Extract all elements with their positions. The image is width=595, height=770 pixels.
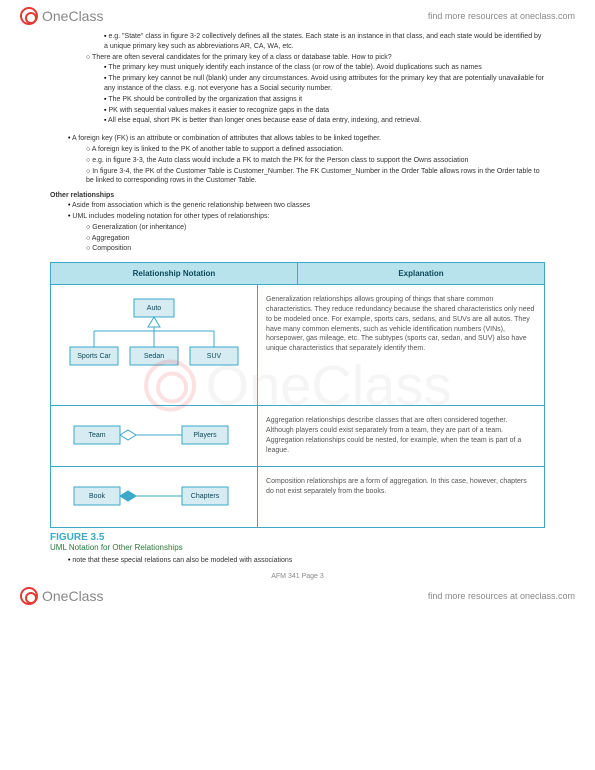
svg-text:Sports Car: Sports Car bbox=[77, 353, 111, 360]
brand-name-footer: OneClass bbox=[42, 588, 103, 604]
table-row: Book Chapters Composition relationships … bbox=[51, 467, 544, 527]
page-number: AFM 341 Page 3 bbox=[0, 571, 595, 580]
find-resources-link-footer[interactable]: find more resources at oneclass.com bbox=[428, 591, 575, 601]
page-footer: OneClass find more resources at oneclass… bbox=[0, 580, 595, 612]
figure-note: note that these special relations can al… bbox=[68, 556, 545, 566]
fk-sub-0: A foreign key is linked to the PK of ano… bbox=[86, 145, 545, 155]
svg-text:Players: Players bbox=[193, 432, 217, 439]
pk-rule-4: All else equal, short PK is better than … bbox=[104, 116, 545, 126]
pk-rule-3: PK with sequential values makes it easie… bbox=[104, 106, 545, 116]
svg-text:Book: Book bbox=[89, 493, 105, 500]
pk-rule-2: The PK should be controlled by the organ… bbox=[104, 95, 545, 105]
svg-text:Auto: Auto bbox=[147, 305, 162, 312]
logo-icon bbox=[20, 587, 38, 605]
explanation-generalization: Generalization relationships allows grou… bbox=[258, 285, 544, 405]
page-content: e.g. "State" class in figure 3-2 collect… bbox=[0, 32, 595, 571]
fk-sub-1: e.g. in figure 3-3, the Auto class would… bbox=[86, 156, 545, 166]
table-header-row: Relationship Notation Explanation bbox=[51, 263, 544, 285]
bullet-candidates: There are often several candidates for t… bbox=[86, 53, 545, 63]
other-item-0: Aside from association which is the gene… bbox=[68, 201, 545, 211]
svg-text:Team: Team bbox=[88, 432, 105, 439]
diagram-aggregation: Team Players bbox=[51, 406, 258, 466]
other-sub-0: Generalization (or inheritance) bbox=[86, 223, 545, 233]
pk-rule-0: The primary key must uniquely identify e… bbox=[104, 63, 545, 73]
header-notation: Relationship Notation bbox=[51, 263, 298, 284]
figure-label: FIGURE 3.5 bbox=[50, 532, 545, 543]
find-resources-link[interactable]: find more resources at oneclass.com bbox=[428, 11, 575, 21]
figure-subtitle: UML Notation for Other Relationships bbox=[50, 543, 545, 552]
logo-icon bbox=[20, 7, 38, 25]
brand-logo-footer: OneClass bbox=[20, 587, 103, 605]
table-row: Auto Sports Car Sedan SUV Generalization… bbox=[51, 285, 544, 406]
svg-text:Chapters: Chapters bbox=[191, 493, 220, 500]
other-item-1: UML includes modeling notation for other… bbox=[68, 212, 545, 222]
brand-logo: OneClass bbox=[20, 7, 103, 25]
relationship-table: Relationship Notation Explanation Auto S… bbox=[50, 262, 545, 528]
brand-name: OneClass bbox=[42, 8, 103, 24]
svg-text:SUV: SUV bbox=[207, 353, 222, 360]
explanation-composition: Composition relationships are a form of … bbox=[258, 467, 544, 527]
diagram-composition: Book Chapters bbox=[51, 467, 258, 527]
fk-definition: A foreign key (FK) is an attribute or co… bbox=[68, 134, 545, 144]
page-header: OneClass find more resources at oneclass… bbox=[0, 0, 595, 32]
bullet-state-example: e.g. "State" class in figure 3-2 collect… bbox=[104, 32, 545, 52]
fk-sub-2: In figure 3-4, the PK of the Customer Ta… bbox=[86, 167, 545, 187]
svg-text:Sedan: Sedan bbox=[144, 353, 164, 360]
diagram-generalization: Auto Sports Car Sedan SUV bbox=[51, 285, 258, 405]
other-heading: Other relationships bbox=[50, 192, 545, 199]
other-sub-1: Aggregation bbox=[86, 234, 545, 244]
explanation-aggregation: Aggregation relationships describe class… bbox=[258, 406, 544, 466]
header-explanation: Explanation bbox=[298, 263, 544, 284]
table-row: Team Players Aggregation relationships d… bbox=[51, 406, 544, 467]
other-sub-2: Composition bbox=[86, 244, 545, 254]
pk-rule-1: The primary key cannot be null (blank) u… bbox=[104, 74, 545, 94]
